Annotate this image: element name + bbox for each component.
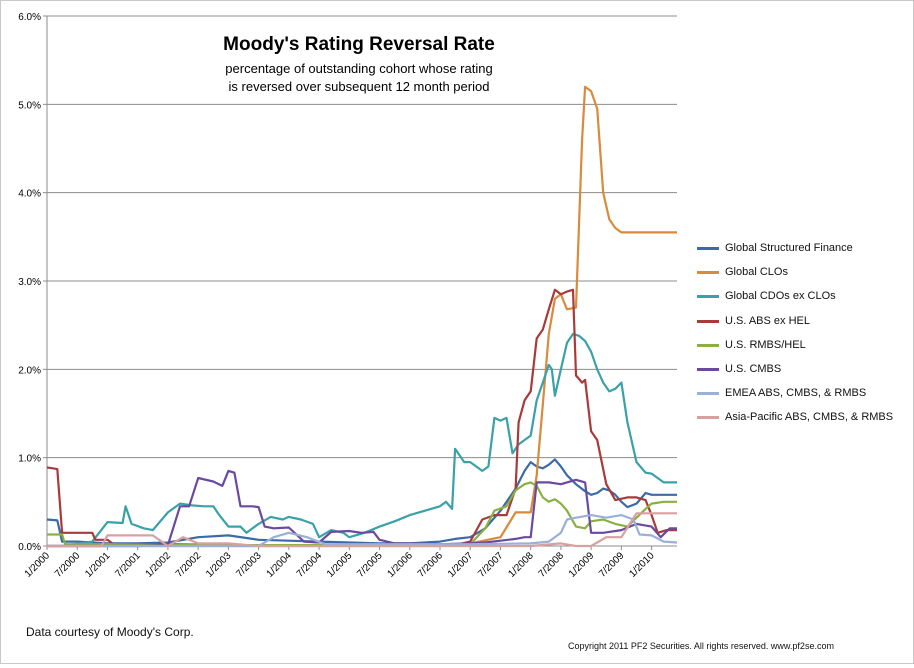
legend-swatch [697,416,719,420]
x-tick-label: 1/2001 [83,550,113,580]
x-tick-label: 7/2003 [234,550,264,580]
series-lines [46,85,678,548]
x-tick-label: 7/2007 [476,550,506,580]
y-tick-label: 3.0% [18,277,41,288]
chart-subtitle-line-1: percentage of outstanding cohort whose r… [225,61,492,76]
x-tick-label: 7/2006 [416,550,446,580]
legend-label: U.S. RMBS/HEL [725,338,806,351]
x-tick-label: 1/2009 [567,550,597,580]
series-line-0 [46,458,677,545]
y-axis: 0.0% 1.0% 2.0% 3.0% 4.0% 5.0% 6.0% [18,12,48,553]
x-tick-label: 7/2005 [355,550,385,580]
x-tick-label: 7/2009 [597,550,627,580]
y-tick-label: 0.0% [18,542,41,553]
x-tick-label: 7/2004 [295,550,325,580]
copyright-notice: Copyright 2011 PF2 Securities. All right… [568,641,834,651]
chart-subtitle-line-2: is reversed over subsequent 12 month per… [229,79,490,94]
x-tick-label: 1/2007 [446,550,476,580]
legend-swatch [697,343,719,347]
legend-swatch [697,392,719,396]
x-tick-label: 1/2002 [144,550,174,580]
y-tick-label: 4.0% [18,189,41,200]
y-tick-label: 2.0% [18,365,41,376]
x-tick-label: 1/2010 [627,550,657,580]
legend-label: Asia-Pacific ABS, CMBS, & RMBS [725,411,894,424]
x-tick-label: 1/2004 [265,550,295,580]
x-tick-label: 7/2008 [537,550,567,580]
legend-label: EMEA ABS, CMBS, & RMBS [725,387,867,400]
x-tick-label: 1/2000 [23,550,53,580]
data-source-note: Data courtesy of Moody's Corp. [26,625,194,639]
series-line-7 [47,512,677,548]
series-line-2 [47,332,677,548]
y-tick-label: 5.0% [18,100,41,111]
legend-label: Global CLOs [725,266,788,279]
series-line-1 [47,85,677,548]
x-tick-label: 1/2008 [506,550,536,580]
x-tick-label: 7/2001 [113,550,143,580]
x-tick-label: 7/2000 [53,550,83,580]
legend-label: Global Structured Finance [725,242,853,254]
legend-label: U.S. CMBS [725,362,782,375]
series-line-6 [47,513,678,548]
x-tick-label: 1/2006 [385,550,415,580]
legend-label: Global CDOs ex CLOs [725,290,836,303]
y-tick-label: 6.0% [18,12,41,23]
y-tick-label: 1.0% [18,454,41,465]
chart-title: Moody's Rating Reversal Rate [223,34,495,55]
x-axis: 1/2000 7/2000 1/2001 7/2001 1/2002 7/2002 1/20… [23,545,677,580]
legend-swatch [697,247,719,250]
legend-swatch [697,319,719,323]
x-tick-label: 7/2002 [174,550,204,580]
x-tick-label: 1/2005 [325,550,355,580]
legend-swatch [697,271,719,275]
legend-swatch [697,295,719,299]
x-tick-label: 1/2003 [204,550,234,580]
legend-label: U.S. ABS ex HEL [725,314,810,327]
legend-swatch [697,367,719,371]
